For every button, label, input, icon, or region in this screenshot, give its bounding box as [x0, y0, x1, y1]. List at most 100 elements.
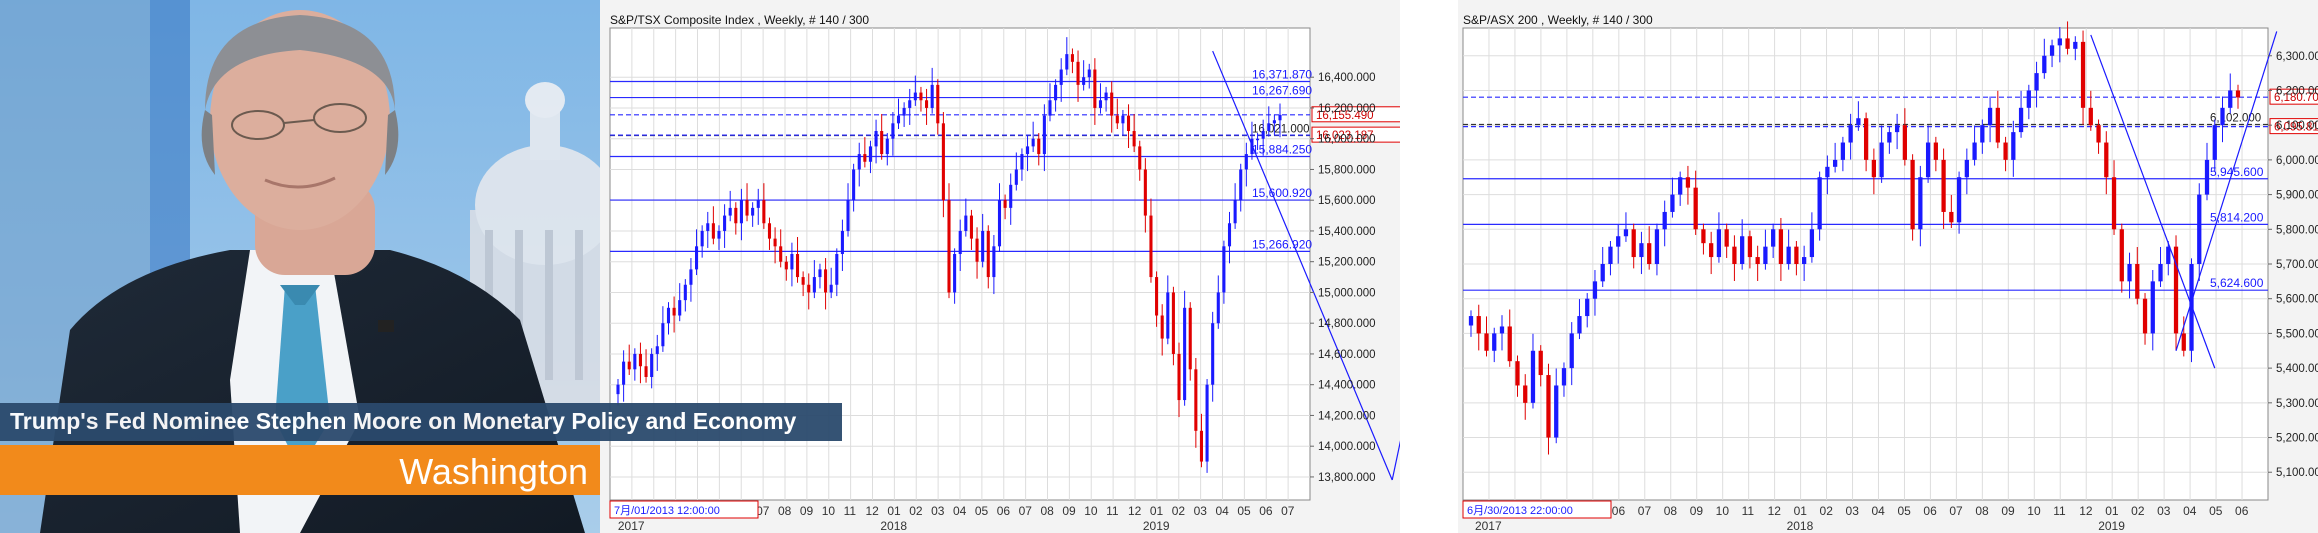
candles: [1468, 21, 2241, 455]
candle-body: [1608, 246, 1613, 264]
candle-body: [1222, 246, 1226, 293]
x-tick-label: 02: [1172, 504, 1186, 518]
level-label: 5,945.600: [2210, 165, 2264, 179]
candle-body: [1802, 257, 1807, 264]
candle-body: [1093, 69, 1097, 108]
candle-body: [1670, 194, 1675, 212]
candle-body: [1925, 142, 1931, 178]
candle-body: [2042, 55, 2047, 74]
year-label: 2017: [1475, 519, 1502, 533]
candle-body: [672, 307, 676, 316]
candle-body: [941, 123, 945, 201]
candle-body: [1639, 243, 1644, 258]
level-label: 15,600.920: [1252, 186, 1312, 200]
candle-body: [1647, 243, 1652, 264]
candle-body: [1476, 316, 1481, 334]
candle-body: [2181, 333, 2186, 351]
candle-body: [919, 92, 923, 101]
x-tick-label: 04: [1871, 504, 1885, 518]
candle-body: [964, 215, 968, 231]
candle-body: [1623, 229, 1629, 237]
candle-body: [1244, 154, 1248, 170]
candle-body: [2011, 132, 2016, 160]
candle-body: [784, 261, 788, 270]
candle-body: [818, 269, 822, 278]
y-tick-label: 15,400.000: [1318, 226, 1376, 238]
x-tick-label: 07: [1949, 504, 1963, 518]
candle-body: [1592, 281, 1598, 299]
candle-body: [1546, 375, 1551, 438]
candle-body: [824, 269, 828, 293]
trendline: [1212, 50, 1393, 481]
x-tick-label: 04: [2183, 504, 2197, 518]
price-tag-label: 6,180.700: [2274, 92, 2318, 104]
candle-body: [1143, 169, 1147, 216]
y-tick-label: 6,300.000: [2276, 51, 2318, 63]
y-tick-label: 16,200.000: [1318, 103, 1376, 115]
y-tick-label: 5,800.000: [2276, 224, 2318, 236]
candle-body: [1964, 159, 1969, 178]
candle-body: [1205, 384, 1209, 462]
candle-body: [902, 107, 906, 116]
x-tick-label: 03: [1194, 504, 1208, 518]
grid: [1463, 28, 2268, 500]
candle-body: [1087, 69, 1091, 78]
candle-body: [874, 131, 878, 147]
candle-body: [2173, 246, 2179, 334]
candle-body: [1199, 430, 1204, 462]
candle-body: [953, 254, 957, 293]
price-tag-label: 16,023.187: [1316, 130, 1374, 142]
candle-body: [2111, 177, 2117, 230]
candle-body: [975, 238, 979, 262]
candle-body: [1227, 223, 1232, 247]
x-tick-label: 10: [1716, 504, 1730, 518]
candle-body: [1956, 177, 1962, 223]
candle-body: [2204, 159, 2210, 195]
candle-body: [1771, 229, 1776, 247]
candle-body: [2080, 41, 2086, 108]
candle-body: [1076, 61, 1080, 85]
y-tick-label: 15,200.000: [1318, 257, 1376, 269]
candle-body: [1848, 125, 1853, 143]
x-tick-label: 02: [2131, 504, 2145, 518]
level-label: 5,814.200: [2210, 210, 2264, 224]
chart-title: S&P/TSX Composite Index , Weekly, # 140 …: [610, 13, 869, 27]
y-tick-label: 15,000.000: [1318, 287, 1376, 299]
timestamp-label: 6月/30/2013 22:00:00: [1467, 505, 1573, 517]
candle-body: [633, 353, 637, 370]
x-tick-label: 07: [1019, 504, 1033, 518]
candle-body: [1149, 215, 1153, 278]
year-label: 2018: [880, 519, 907, 533]
candle-body: [1278, 114, 1282, 121]
candle-body: [868, 146, 873, 162]
candle-body: [2026, 90, 2031, 108]
candle-body: [2189, 264, 2194, 351]
candle-body: [1183, 307, 1187, 401]
price-tag: [1311, 106, 1400, 123]
candle-body: [1863, 118, 1869, 160]
candle-body: [1216, 292, 1220, 324]
candle-body: [2197, 194, 2202, 264]
level-label: 16,267.690: [1252, 84, 1312, 98]
candle-body: [2018, 107, 2024, 133]
headline-text: Trump's Fed Nominee Stephen Moore on Mon…: [10, 408, 797, 434]
candle-body: [1070, 54, 1074, 62]
year-label: 2019: [2098, 519, 2125, 533]
candle-body: [666, 307, 671, 324]
candle-body: [627, 361, 631, 370]
candle-body: [2057, 38, 2062, 46]
x-tick-label: 05: [1897, 504, 1911, 518]
asx-chart: S&P/ASX 200 , Weekly, # 140 / 300 6,180.…: [1458, 0, 2318, 533]
candle-body: [1616, 236, 1621, 247]
candle-body: [2096, 125, 2101, 143]
candle-body: [650, 353, 654, 378]
y-tick-label: 6,200.000: [2276, 85, 2318, 97]
candle-body: [896, 115, 901, 124]
x-tick-label: 07: [1281, 504, 1295, 518]
x-tick-label: 02: [1820, 504, 1834, 518]
price-tag: [2269, 88, 2318, 105]
y-tick-label: 15,600.000: [1318, 195, 1376, 207]
candle-body: [1949, 211, 1954, 223]
candle-body: [1685, 177, 1691, 188]
x-tick-label: 08: [1975, 504, 1989, 518]
